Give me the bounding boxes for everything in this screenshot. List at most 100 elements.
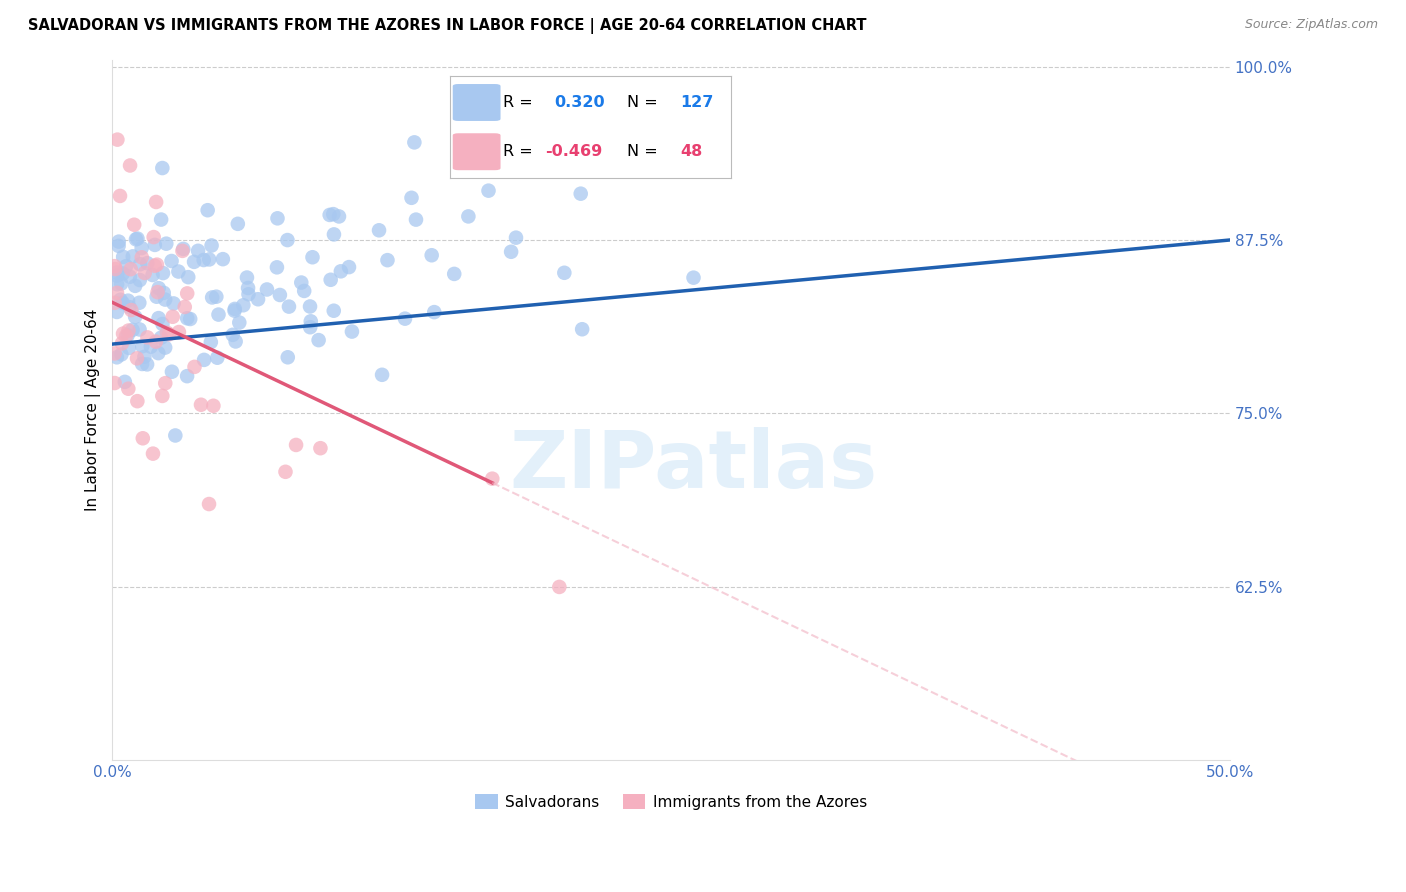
Point	[127, 394, 149, 409]
Point	[226, 217, 249, 231]
Point	[401, 191, 423, 205]
Point	[328, 210, 350, 224]
Point	[172, 244, 194, 258]
Point	[121, 249, 143, 263]
Point	[152, 285, 174, 300]
Point	[160, 365, 183, 379]
Point	[105, 285, 128, 300]
Point	[553, 266, 575, 280]
Point	[207, 351, 229, 365]
Point	[190, 398, 212, 412]
Point	[110, 347, 132, 361]
Point	[290, 276, 312, 290]
Point	[340, 325, 363, 339]
Point	[224, 303, 246, 318]
Point	[153, 341, 176, 355]
Point	[139, 340, 162, 354]
Point	[115, 259, 138, 273]
FancyBboxPatch shape	[453, 84, 501, 121]
Point	[682, 270, 704, 285]
Point	[167, 264, 190, 278]
Point	[477, 184, 499, 198]
Point	[201, 290, 224, 304]
Point	[115, 329, 138, 343]
Point	[236, 281, 259, 295]
Point	[269, 288, 291, 302]
Point	[179, 312, 201, 326]
Point	[136, 357, 159, 371]
Point	[207, 308, 229, 322]
Point	[145, 290, 167, 304]
Point	[120, 262, 142, 277]
Point	[285, 438, 308, 452]
Point	[117, 324, 139, 338]
Point	[104, 259, 127, 273]
Point	[150, 331, 173, 345]
Point	[129, 257, 152, 271]
Point	[212, 252, 235, 267]
Point	[232, 298, 254, 312]
Point	[121, 323, 143, 337]
Point	[117, 328, 139, 343]
Point	[142, 268, 165, 282]
Legend: Salvadorans, Immigrants from the Azores: Salvadorans, Immigrants from the Azores	[468, 788, 873, 816]
Point	[176, 311, 198, 326]
Text: 127: 127	[681, 95, 714, 110]
Point	[205, 290, 228, 304]
Point	[111, 267, 134, 281]
Point	[112, 250, 135, 264]
Point	[105, 305, 128, 319]
Point	[247, 292, 270, 306]
Point	[202, 399, 225, 413]
Point	[319, 273, 342, 287]
Point	[108, 189, 131, 203]
Point	[131, 357, 153, 371]
Point	[150, 389, 173, 403]
Point	[128, 295, 150, 310]
Point	[146, 285, 169, 299]
Point	[104, 376, 127, 390]
Point	[299, 300, 322, 314]
Point	[150, 161, 173, 175]
Point	[155, 236, 177, 251]
Point	[165, 428, 187, 442]
Point	[225, 334, 247, 349]
Point	[107, 239, 129, 253]
Point	[505, 230, 527, 244]
Point	[368, 223, 391, 237]
Point	[266, 260, 288, 275]
Point	[105, 268, 128, 283]
Point	[200, 334, 222, 349]
Point	[176, 369, 198, 384]
Point	[107, 235, 129, 249]
Point	[323, 227, 346, 242]
Point	[118, 269, 141, 284]
Point	[145, 334, 167, 349]
Text: N =: N =	[627, 95, 658, 110]
Point	[481, 472, 503, 486]
Point	[318, 208, 340, 222]
Point	[105, 351, 128, 365]
Point	[142, 230, 165, 244]
Point	[222, 327, 245, 342]
Point	[110, 277, 132, 291]
Point	[136, 330, 159, 344]
Point	[118, 341, 141, 355]
Point	[548, 580, 571, 594]
Point	[404, 136, 426, 150]
Text: 0.320: 0.320	[554, 95, 605, 110]
Point	[157, 327, 180, 342]
Point	[299, 314, 322, 328]
Point	[183, 359, 205, 374]
Point	[200, 238, 222, 252]
Point	[423, 305, 446, 319]
Point	[457, 210, 479, 224]
Point	[134, 266, 156, 280]
Point	[155, 376, 177, 391]
Point	[104, 346, 127, 360]
Point	[173, 300, 195, 314]
Point	[124, 310, 146, 324]
Point	[420, 248, 443, 262]
Point	[131, 241, 153, 255]
Point	[125, 351, 148, 366]
